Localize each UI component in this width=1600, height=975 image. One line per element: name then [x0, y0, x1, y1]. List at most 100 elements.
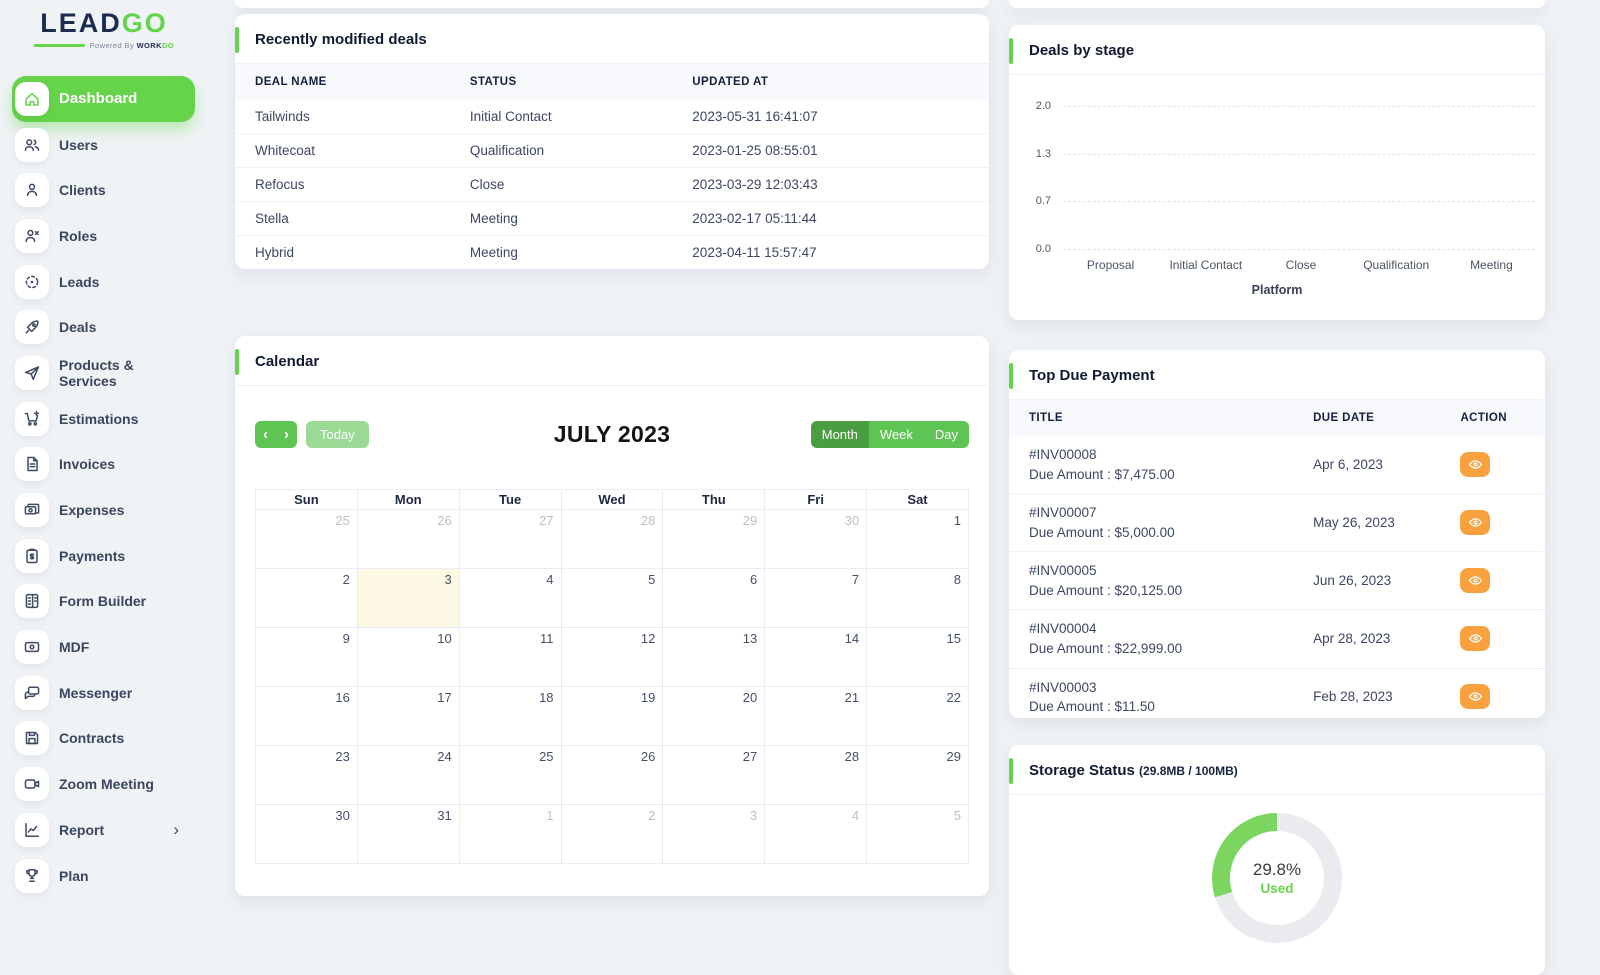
x-axis-category-label: Meeting: [1470, 258, 1513, 272]
calendar-view-week-button[interactable]: Week: [868, 420, 924, 448]
calendar-day-cell[interactable]: 26: [560, 745, 664, 805]
sidebar-item-payments[interactable]: Payments: [12, 533, 195, 579]
calendar-toolbar: ‹ › Today JULY 2023 Month Week Day: [255, 416, 969, 452]
sidebar-item-label: Clients: [59, 182, 106, 199]
calendar-day-cell[interactable]: 6: [662, 568, 766, 628]
calendar-day-cell[interactable]: 12: [560, 627, 664, 687]
view-invoice-button[interactable]: [1460, 509, 1491, 535]
leadgo-logo[interactable]: LEADGO Powered By WORKDO: [34, 8, 174, 50]
calendar-day-cell[interactable]: 13: [662, 627, 766, 687]
calendar-day-cell[interactable]: 5: [866, 804, 969, 864]
calendar-month-grid: Sun Mon Tue Wed Thu Fri Sat 25 26 27 28 29 30…: [255, 489, 969, 864]
calendar-day-cell[interactable]: 11: [458, 627, 562, 687]
sidebar-item-leads[interactable]: Leads: [12, 259, 195, 305]
calendar-day-cell[interactable]: 4: [458, 568, 562, 628]
role-icon: [15, 218, 49, 253]
calendar-day-cell[interactable]: 8: [866, 568, 969, 628]
calendar-next-button[interactable]: ›: [276, 420, 297, 448]
calendar-day-cell[interactable]: 9: [255, 627, 358, 687]
sidebar-item-dashboard[interactable]: Dashboard: [12, 76, 195, 122]
day-header-sun: Sun: [255, 489, 358, 510]
floppy-icon: [15, 721, 49, 756]
calendar-day-cell[interactable]: 28: [560, 509, 664, 569]
view-invoice-button[interactable]: [1460, 451, 1491, 477]
calendar-prev-button[interactable]: ‹: [255, 420, 276, 448]
calendar-day-cell[interactable]: 29: [662, 509, 766, 569]
column-header-title: TITLE: [1009, 400, 1294, 436]
calendar-view-day-button[interactable]: Day: [923, 420, 969, 448]
calendar-day-cell-today[interactable]: 3: [356, 568, 460, 628]
sidebar-item-roles[interactable]: Roles: [12, 213, 195, 259]
calendar-day-cell[interactable]: 27: [458, 509, 562, 569]
deal-status-cell: Initial Contact: [469, 109, 552, 124]
clipboard-dollar-icon: [15, 538, 49, 573]
calendar-day-cell[interactable]: 20: [662, 686, 766, 746]
calendar-day-cell[interactable]: 26: [356, 509, 460, 569]
calendar-day-cell[interactable]: 29: [866, 745, 969, 805]
invoice-cell: #INV00007 Due Amount : $5,000.00: [1009, 493, 1294, 552]
invoice-number: #INV00005: [1029, 563, 1097, 579]
calendar-day-cell[interactable]: 27: [662, 745, 766, 805]
calendar-today-button[interactable]: Today: [306, 420, 369, 448]
sidebar-item-contracts[interactable]: Contracts: [12, 716, 195, 762]
calendar-day-cell[interactable]: 14: [764, 627, 868, 687]
sidebar-item-clients[interactable]: Clients: [12, 167, 195, 213]
view-invoice-button[interactable]: [1460, 626, 1491, 652]
cart-icon: [15, 401, 49, 436]
calendar-day-cell[interactable]: 31: [356, 804, 460, 864]
calendar-day-cell[interactable]: 5: [560, 568, 664, 628]
calendar-view-month-button[interactable]: Month: [810, 420, 869, 448]
card-accent-bar: [235, 27, 239, 53]
calendar-day-cell[interactable]: 1: [458, 804, 562, 864]
view-invoice-button[interactable]: [1460, 684, 1491, 710]
deals-by-stage-card: Deals by stage 2.0 1.3 0.7 0.0 Proposal Init…: [1009, 25, 1545, 320]
calendar-day-cell[interactable]: 16: [255, 686, 358, 746]
calendar-day-cell[interactable]: 17: [356, 686, 460, 746]
calendar-day-cell[interactable]: 23: [255, 745, 358, 805]
calendar-day-cell[interactable]: 10: [356, 627, 460, 687]
calendar-day-cell[interactable]: 7: [764, 568, 868, 628]
sidebar-item-zoom-meeting[interactable]: Zoom Meeting: [12, 761, 195, 807]
calendar-day-cell[interactable]: 25: [255, 509, 358, 569]
calendar-day-cell[interactable]: 2: [560, 804, 664, 864]
due-payment-row: #INV00004 Due Amount : $22,999.00 Apr 28, …: [1009, 609, 1545, 668]
logo-text-go: GO: [121, 8, 168, 38]
x-axis-category-label: Proposal: [1086, 258, 1135, 272]
x-axis-category-label: Qualification: [1363, 258, 1430, 272]
calendar-day-cell[interactable]: 15: [866, 627, 969, 687]
sidebar-item-messenger[interactable]: Messenger: [12, 670, 195, 716]
deal-name-cell: Whitecoat: [235, 133, 450, 168]
sidebar-item-report[interactable]: Report ›: [12, 807, 195, 853]
sidebar-item-form-builder[interactable]: Form Builder: [12, 579, 195, 625]
calendar-day-cell[interactable]: 18: [458, 686, 562, 746]
due-amount: Due Amount : $20,125.00: [1029, 582, 1183, 598]
sidebar-item-invoices[interactable]: Invoices: [12, 442, 195, 488]
calendar-day-cell[interactable]: 24: [356, 745, 460, 805]
calendar-day-cell[interactable]: 30: [764, 509, 868, 569]
calendar-day-cell[interactable]: 28: [764, 745, 868, 805]
sidebar-item-users[interactable]: Users: [12, 122, 195, 168]
calendar-day-cell[interactable]: 2: [255, 568, 358, 628]
calendar-day-cell[interactable]: 30: [255, 804, 358, 864]
calendar-day-cell[interactable]: 21: [764, 686, 868, 746]
calendar-day-cell[interactable]: 4: [764, 804, 868, 864]
sidebar-item-plan[interactable]: Plan: [12, 853, 195, 899]
calendar-day-cell[interactable]: 22: [866, 686, 969, 746]
sidebar-item-expenses[interactable]: Expenses: [12, 487, 195, 533]
calendar-day-cell[interactable]: 3: [662, 804, 766, 864]
sidebar-item-deals[interactable]: Deals: [12, 304, 195, 350]
sidebar-item-estimations[interactable]: Estimations: [12, 396, 195, 442]
calendar-day-cell[interactable]: 19: [560, 686, 664, 746]
deal-updated-cell: 2023-04-11 15:57:47: [672, 235, 989, 269]
rocket-icon: [15, 310, 49, 345]
sidebar-item-products-services[interactable]: Products & Services: [12, 350, 195, 396]
invoice-number: #INV00003: [1029, 679, 1097, 695]
calendar-week-row: 16 17 18 19 20 21 22: [255, 686, 969, 746]
calendar-day-cell[interactable]: 1: [866, 509, 969, 569]
sidebar-item-label: Dashboard: [59, 90, 138, 108]
column-header-status: STATUS: [449, 64, 673, 100]
calendar-day-cell[interactable]: 25: [458, 745, 562, 805]
view-invoice-button[interactable]: [1460, 568, 1491, 594]
sidebar-item-mdf[interactable]: MDF: [12, 624, 195, 670]
sidebar-item-label: Contracts: [59, 730, 125, 747]
